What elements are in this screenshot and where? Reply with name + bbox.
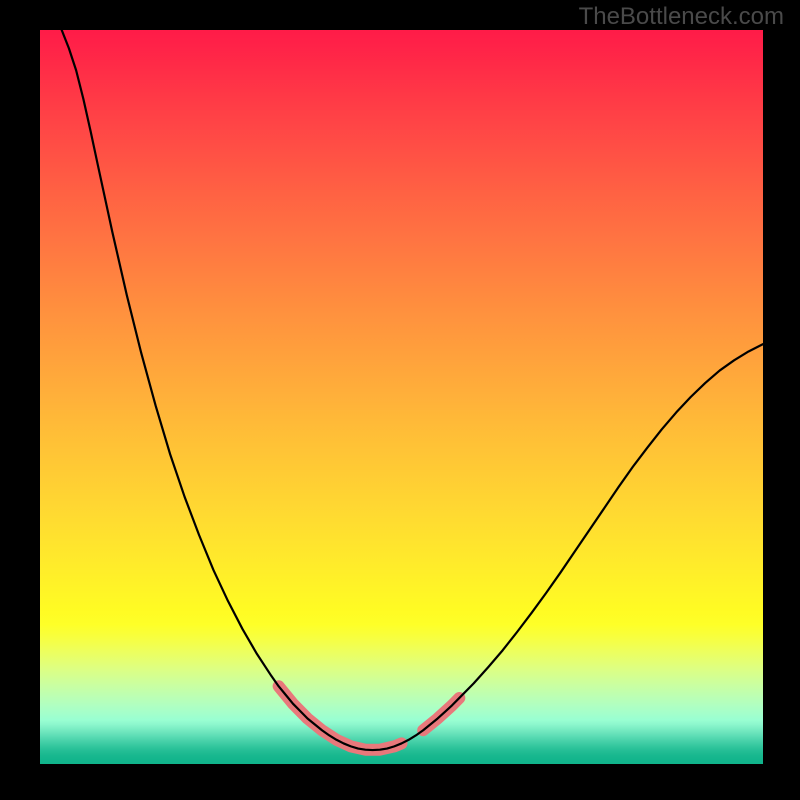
- bottleneck-curve-chart: [0, 0, 800, 800]
- chart-frame: TheBottleneck.com: [0, 0, 800, 800]
- gradient-background: [40, 30, 763, 764]
